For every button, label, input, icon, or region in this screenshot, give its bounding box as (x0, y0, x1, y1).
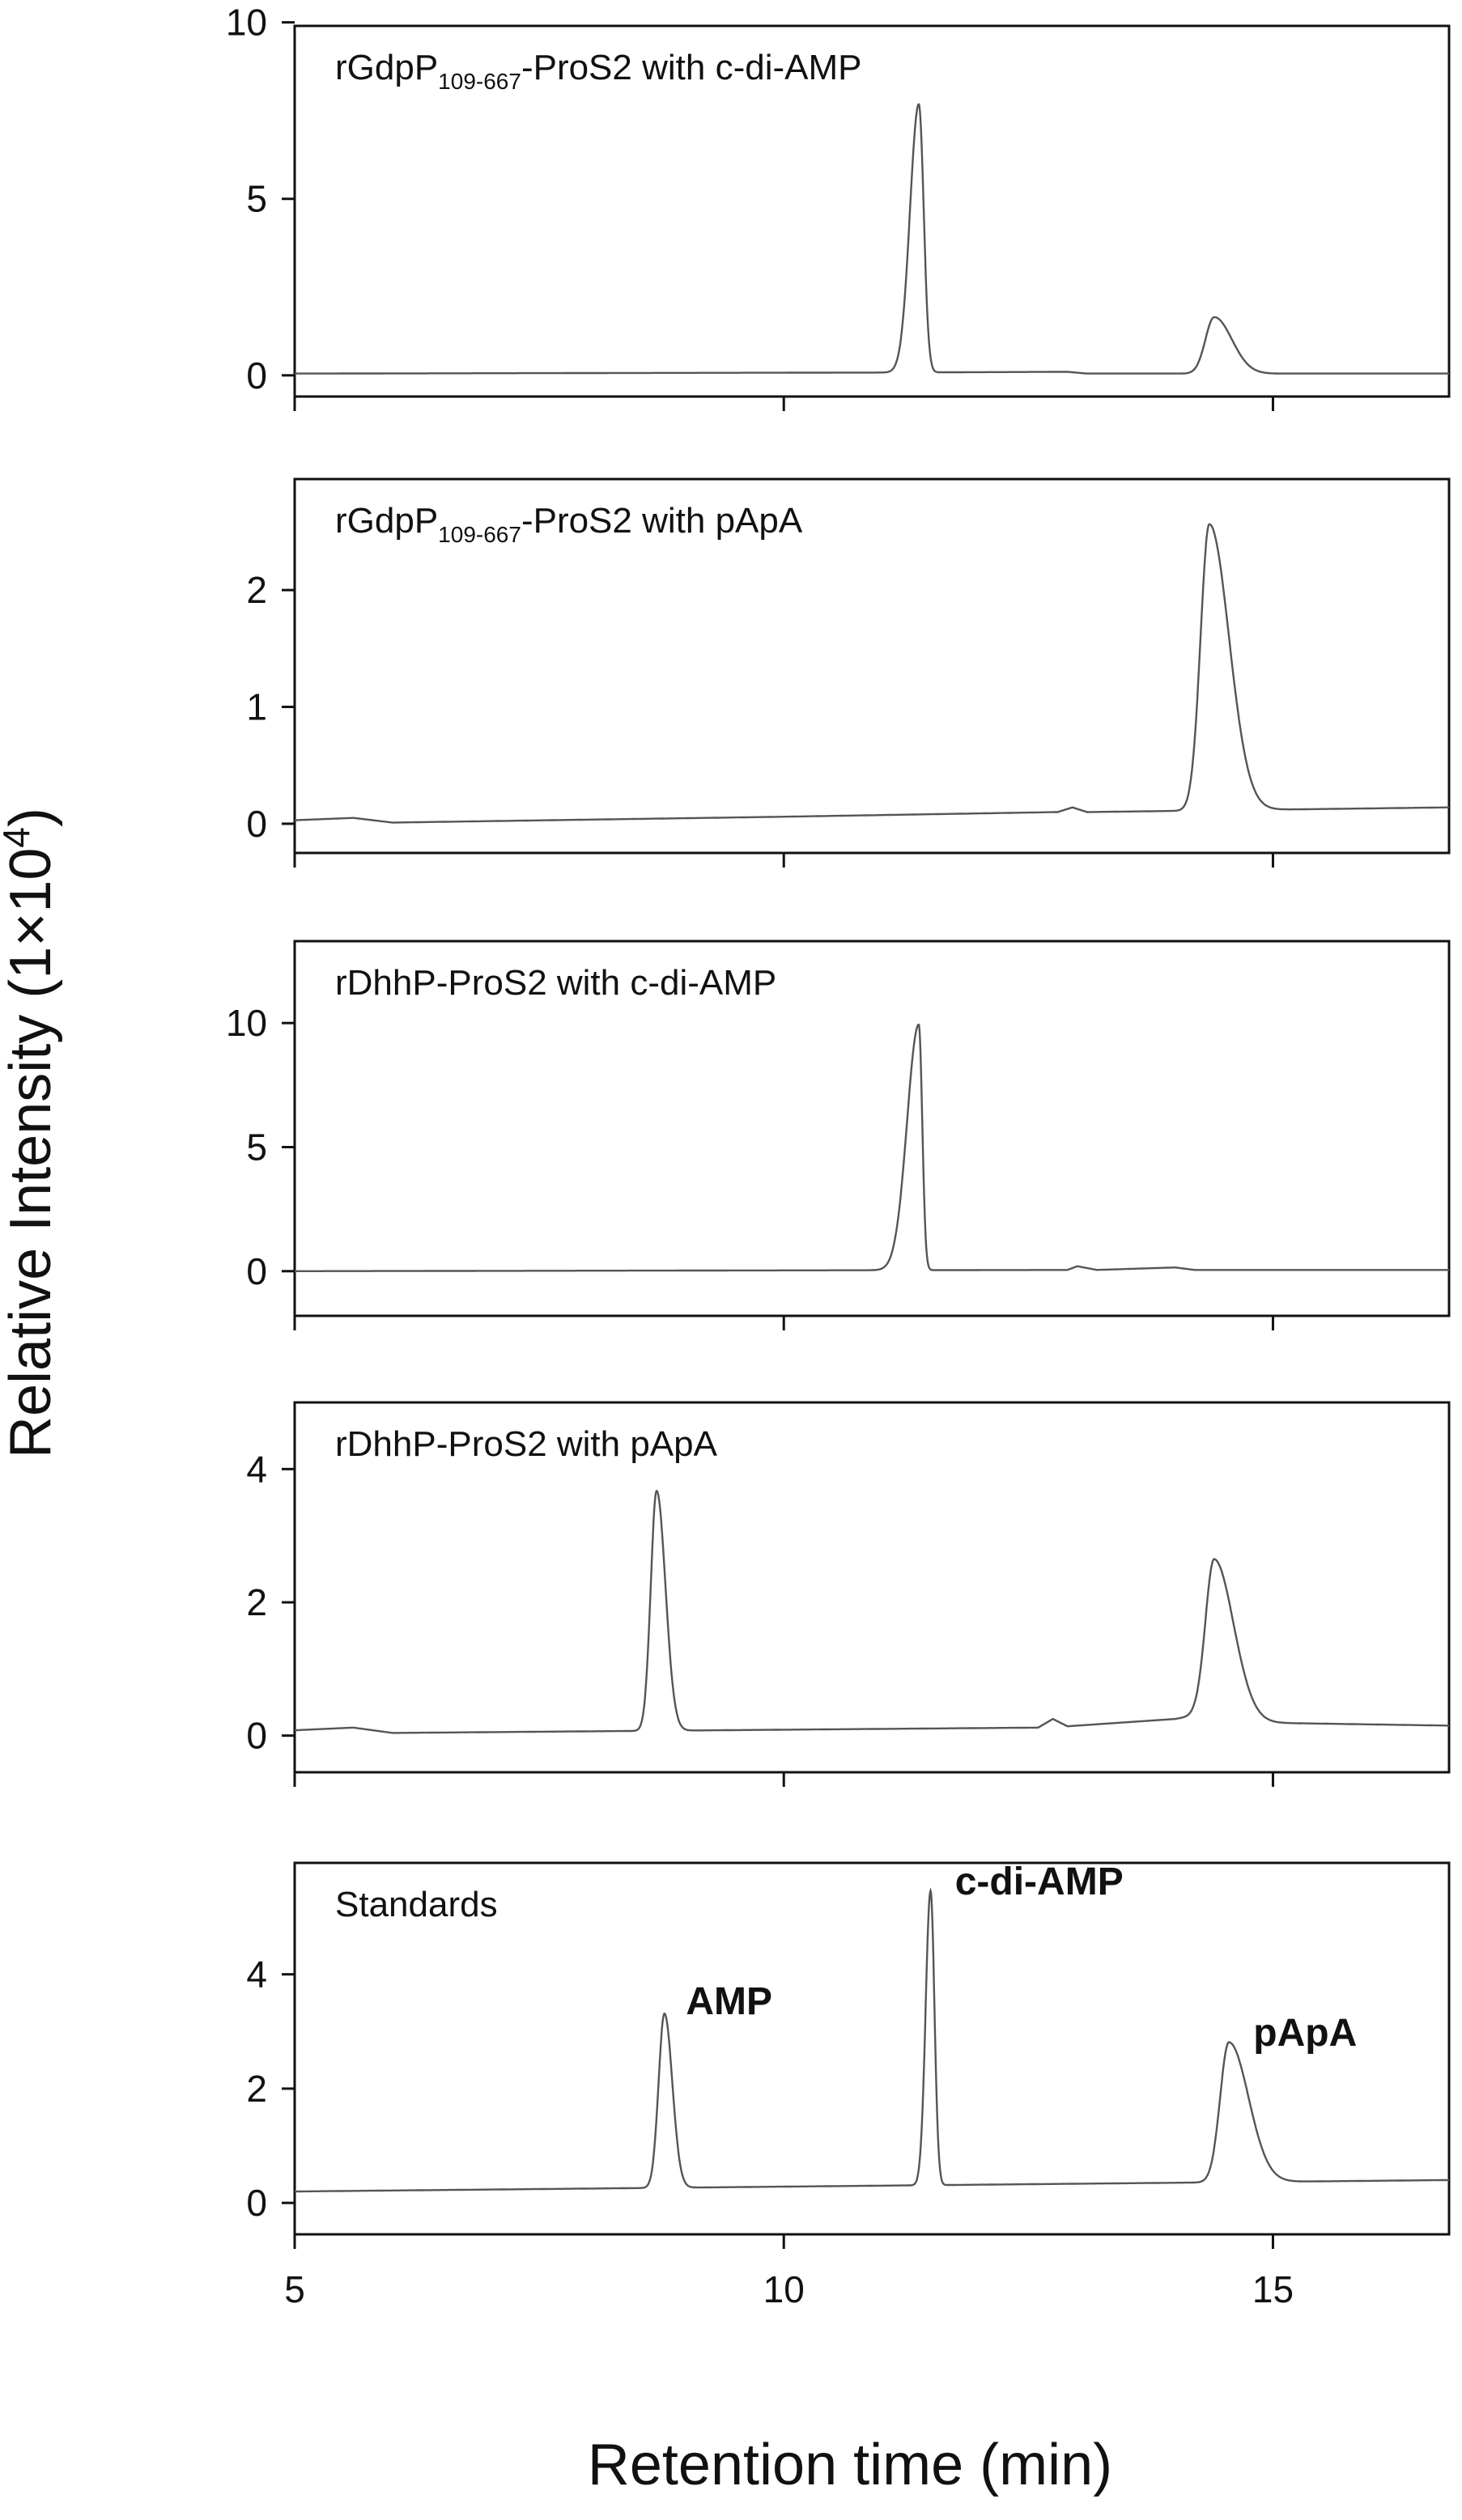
y-tick-label: 5 (246, 178, 267, 220)
chart-panels: 0 5 10 rGdpP109-667-ProS2 with c-di-AMP 0 1 2 r… (226, 2, 1451, 2310)
y-tick-label: 0 (246, 1250, 267, 1292)
chromatogram-trace (295, 1023, 1449, 1272)
x-axis-title: Retention time (min) (588, 2433, 1112, 2497)
y-tick-label: 0 (246, 803, 267, 845)
chart-panel-3: 0 5 10 rDhhP-ProS2 with c-di-AMP (226, 940, 1451, 1330)
y-tick-label: 1 (246, 686, 267, 728)
peak-label: pApA (1253, 2012, 1357, 2055)
y-tick-label: 5 (246, 1126, 267, 1168)
y-tick-label: 2 (246, 569, 267, 611)
x-tick-label: 5 (284, 2268, 305, 2310)
panel-title: rGdpP109-667-ProS2 with c-di-AMP (335, 48, 861, 94)
plot-frame (293, 24, 1451, 398)
panel-title: rGdpP109-667-ProS2 with pApA (335, 501, 803, 547)
chart-panel-1: 0 5 10 rGdpP109-667-ProS2 with c-di-AMP (226, 2, 1451, 411)
y-tick-label: 10 (226, 2, 267, 44)
y-tick-label: 0 (246, 2182, 267, 2224)
peak-label: c-di-AMP (955, 1860, 1124, 1903)
y-axis-title: Relative Intensity (1×104) (0, 808, 63, 1458)
x-tick-label: 10 (763, 2268, 805, 2310)
panel-title: Standards (335, 1885, 498, 1924)
chart-panel-5: 0 2 4 5 10 15 Standards AMP c-di-AMP pApA (246, 1860, 1451, 2310)
y-tick-label: 4 (246, 1448, 267, 1490)
y-tick-label: 4 (246, 1954, 267, 1996)
panel-title: rDhhP-ProS2 with c-di-AMP (335, 963, 776, 1003)
chart-panel-4: 0 2 4 rDhhP-ProS2 with pApA (246, 1401, 1451, 1787)
x-tick-label: 15 (1252, 2268, 1294, 2310)
y-tick-label: 0 (246, 1715, 267, 1757)
chromatogram-trace (295, 1887, 1449, 2193)
chromatogram-trace (295, 523, 1449, 824)
y-tick-label: 0 (246, 354, 267, 397)
peak-label: AMP (686, 1980, 772, 2023)
plot-frame (293, 940, 1451, 1317)
plot-frame (293, 477, 1451, 855)
y-tick-label: 2 (246, 1581, 267, 1623)
chromatogram-trace (295, 103, 1449, 375)
y-tick-label: 10 (226, 1002, 267, 1044)
plot-frame (293, 1401, 1451, 1774)
panel-title: rDhhP-ProS2 with pApA (335, 1424, 718, 1464)
chromatogram-trace (295, 1489, 1449, 1734)
plot-frame (293, 1861, 1451, 2236)
chart-panel-2: 0 1 2 rGdpP109-667-ProS2 with pApA (246, 477, 1451, 868)
y-tick-label: 2 (246, 2068, 267, 2110)
